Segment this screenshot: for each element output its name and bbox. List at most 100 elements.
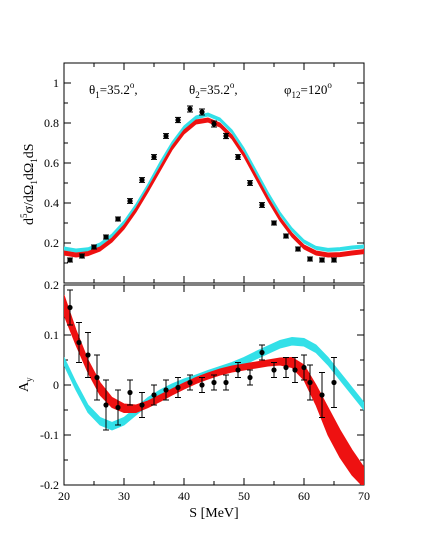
top-marker <box>235 154 241 160</box>
top-data-point <box>151 154 157 160</box>
x-tick-label: 40 <box>178 489 190 503</box>
bottom-marker <box>187 379 193 386</box>
top-data-point <box>175 116 181 124</box>
bottom-data-point <box>187 374 193 391</box>
bottom-data-point <box>67 289 73 326</box>
top-marker <box>79 253 85 259</box>
bottom-data-point <box>76 322 82 363</box>
top-marker <box>163 133 169 139</box>
bottom-data-point <box>139 392 145 418</box>
x-tick-label: 20 <box>58 489 70 503</box>
bottom-marker <box>151 392 157 398</box>
bottom-data-point <box>247 369 253 386</box>
top-data-point <box>187 105 193 113</box>
bottom-band-1 <box>64 294 364 485</box>
bottom-data-point <box>301 354 307 381</box>
top-marker <box>187 106 193 112</box>
top-marker <box>307 256 313 262</box>
top-marker <box>199 109 205 115</box>
bottom-data-point <box>94 354 100 401</box>
bottom-marker <box>175 384 181 391</box>
bottom-y-tick-label: 0 <box>53 378 59 392</box>
x-tick-label: 30 <box>118 489 130 503</box>
top-data-point <box>91 244 97 250</box>
top-marker <box>127 198 133 204</box>
bottom-marker <box>103 402 109 408</box>
top-data-point <box>163 133 169 139</box>
top-data-point <box>307 256 313 262</box>
top-data-points <box>67 105 337 263</box>
bottom-data-point <box>259 344 265 361</box>
bottom-y-axis-label: Ay <box>17 377 34 392</box>
top-data-point <box>259 202 265 208</box>
bottom-axis-ticks: 20 30 40 50 60 70 -0.2 -0.1 0 0.1 0.2 <box>40 278 370 503</box>
top-marker <box>103 234 109 240</box>
top-band-0 <box>64 112 364 253</box>
annotation-theta2: θ2=35.2o, <box>189 80 238 100</box>
top-annotations: θ1=35.2o, θ2=35.2o, φ12=120o <box>89 80 332 100</box>
bottom-marker <box>319 392 325 398</box>
top-y-tick-label: 0.8 <box>44 116 59 130</box>
top-marker <box>247 180 253 186</box>
bottom-marker <box>163 387 169 393</box>
x-tick-label: 50 <box>238 489 250 503</box>
top-band-1 <box>64 117 364 258</box>
top-data-point <box>283 233 289 239</box>
top-data-point <box>247 180 253 186</box>
top-data-point <box>67 257 73 263</box>
bottom-marker <box>115 404 121 411</box>
bottom-y-tick-label: -0.1 <box>40 428 59 442</box>
bottom-marker <box>247 374 253 381</box>
top-data-point <box>223 132 229 140</box>
bottom-marker <box>139 402 145 408</box>
annotation-theta1: θ1=35.2o, <box>89 80 138 100</box>
bottom-marker <box>127 389 133 396</box>
bottom-panel: 20 30 40 50 60 70 -0.2 -0.1 0 0.1 0.2 Ay S [MeV] <box>17 278 370 521</box>
bottom-data-point <box>307 364 313 401</box>
top-y-tick-label: 0.6 <box>44 156 59 170</box>
bottom-y-tick-label: 0.2 <box>44 278 59 292</box>
bottom-data-points <box>67 289 337 431</box>
top-data-point <box>211 120 217 128</box>
bottom-data-point <box>211 374 217 391</box>
top-data-point <box>115 216 121 222</box>
top-y-tick-label: 0.4 <box>44 196 59 210</box>
bottom-data-point <box>115 389 121 426</box>
annotation-phi12: φ12=120o <box>284 80 332 100</box>
top-marker <box>259 202 265 208</box>
top-panel: 0.2 0.4 0.6 0.8 1 θ1=35.2o, θ2=35.2o, φ12=12… <box>19 62 365 284</box>
top-data-point <box>103 234 109 240</box>
top-data-point <box>139 177 145 183</box>
top-marker <box>223 133 229 139</box>
top-data-point <box>199 108 205 116</box>
top-y-tick-label: 1 <box>53 76 59 90</box>
bottom-data-point <box>292 357 298 383</box>
bottom-marker <box>223 379 229 386</box>
bottom-data-point <box>223 374 229 391</box>
bottom-data-point <box>319 372 325 418</box>
top-marker <box>67 257 73 263</box>
top-data-point <box>271 220 277 226</box>
bottom-marker <box>271 367 277 373</box>
bottom-marker <box>85 352 91 358</box>
bottom-bands <box>64 294 364 485</box>
top-marker <box>175 117 181 123</box>
bottom-marker <box>301 364 307 371</box>
bottom-marker <box>307 379 313 386</box>
bottom-data-point <box>127 379 133 406</box>
bottom-data-point <box>103 379 109 431</box>
top-data-point <box>127 198 133 204</box>
bottom-marker <box>211 379 217 386</box>
top-y-axis-label: d5σ/dΩ1dΩ1dS <box>19 143 39 225</box>
bottom-data-point <box>85 332 91 378</box>
top-marker <box>295 246 301 252</box>
bottom-y-tick-label: 0.1 <box>44 328 59 342</box>
bottom-data-point <box>331 357 337 408</box>
bottom-marker <box>76 339 82 346</box>
bottom-marker <box>94 374 100 381</box>
top-marker <box>151 154 157 160</box>
top-data-point <box>331 257 337 263</box>
top-bands <box>64 112 364 258</box>
bottom-y-tick-label: -0.2 <box>40 478 59 492</box>
